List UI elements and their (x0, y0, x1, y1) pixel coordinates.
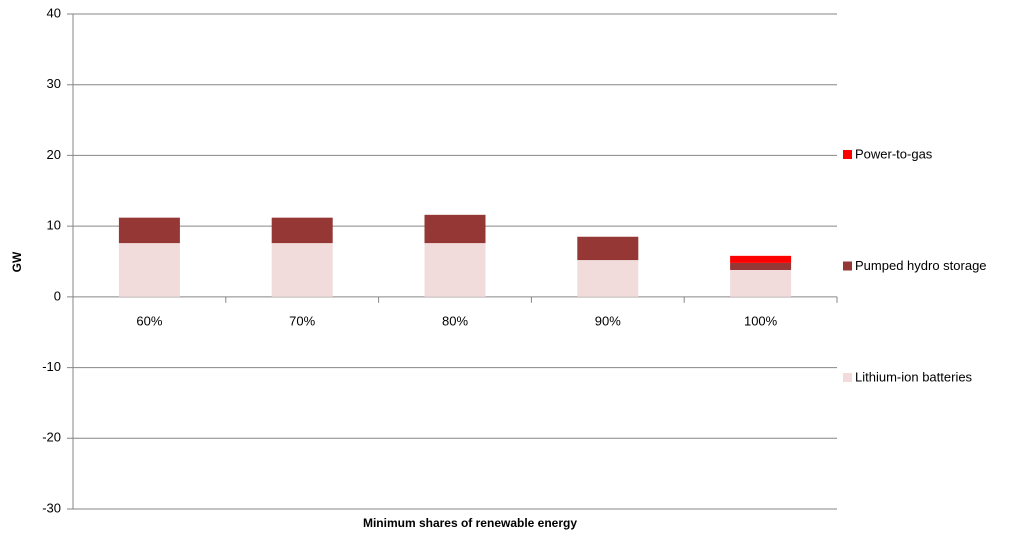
bar-segment (730, 255, 792, 263)
legend-label: Lithium-ion batteries (855, 369, 973, 384)
y-tick-label: 10 (47, 218, 61, 233)
x-tick-label: 90% (595, 313, 621, 328)
y-tick-label: -10 (42, 359, 61, 374)
bar-segment (118, 217, 180, 244)
legend-swatch (843, 373, 852, 382)
bar-segment (118, 243, 180, 297)
x-tick-label: 70% (289, 313, 315, 328)
y-tick-label: -30 (42, 500, 61, 515)
y-tick-label: -20 (42, 430, 61, 445)
bar-segment (730, 262, 792, 270)
y-tick-label: 30 (47, 76, 61, 91)
y-axis-title: GW (10, 251, 24, 272)
y-tick-label: 40 (47, 5, 61, 20)
y-tick-label: 0 (54, 288, 61, 303)
bar-segment (577, 236, 639, 261)
bar-segment (730, 269, 792, 297)
x-axis-title: Minimum shares of renewable energy (363, 516, 577, 530)
x-tick-label: 100% (744, 313, 778, 328)
bar-segment (577, 260, 639, 297)
bar-segment (271, 217, 333, 244)
x-tick-label: 60% (136, 313, 162, 328)
y-tick-label: 20 (47, 147, 61, 162)
legend-swatch (843, 261, 852, 271)
legend-label: Power-to-gas (855, 146, 933, 161)
bar-segment (424, 243, 486, 297)
legend-label: Pumped hydro storage (855, 258, 987, 273)
bar-segment (424, 214, 486, 244)
bar-segment (271, 243, 333, 297)
x-tick-label: 80% (442, 313, 468, 328)
legend-swatch (843, 150, 852, 159)
